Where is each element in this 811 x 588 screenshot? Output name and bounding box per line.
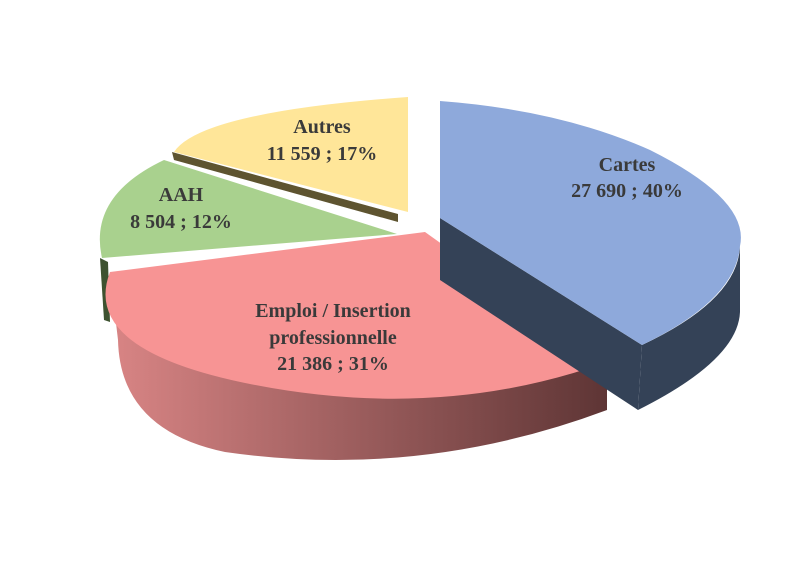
- slice-side-emploi: [109, 272, 607, 460]
- slice-side-autres: [172, 152, 398, 222]
- slice-side-cartes: [440, 218, 642, 410]
- slice-autres[interactable]: [174, 97, 408, 212]
- label-aah-value: 8 504 ; 12%: [130, 211, 232, 233]
- label-autres-value: 11 559 ; 17%: [267, 143, 378, 165]
- label-emploi-line1: Emploi / Insertion: [255, 300, 411, 322]
- label-autres-name: Autres: [293, 116, 351, 138]
- slice-aah[interactable]: [99, 160, 398, 258]
- label-emploi-line2: professionnelle: [269, 327, 397, 349]
- label-aah-name: AAH: [159, 184, 204, 206]
- slice-side-cartes-rim: [638, 246, 740, 410]
- label-cartes-value: 27 690 ; 40%: [571, 180, 683, 202]
- slice-cartes[interactable]: [440, 101, 741, 345]
- label-emploi-value: 21 386 ; 31%: [277, 353, 389, 375]
- label-cartes-name: Cartes: [599, 154, 656, 176]
